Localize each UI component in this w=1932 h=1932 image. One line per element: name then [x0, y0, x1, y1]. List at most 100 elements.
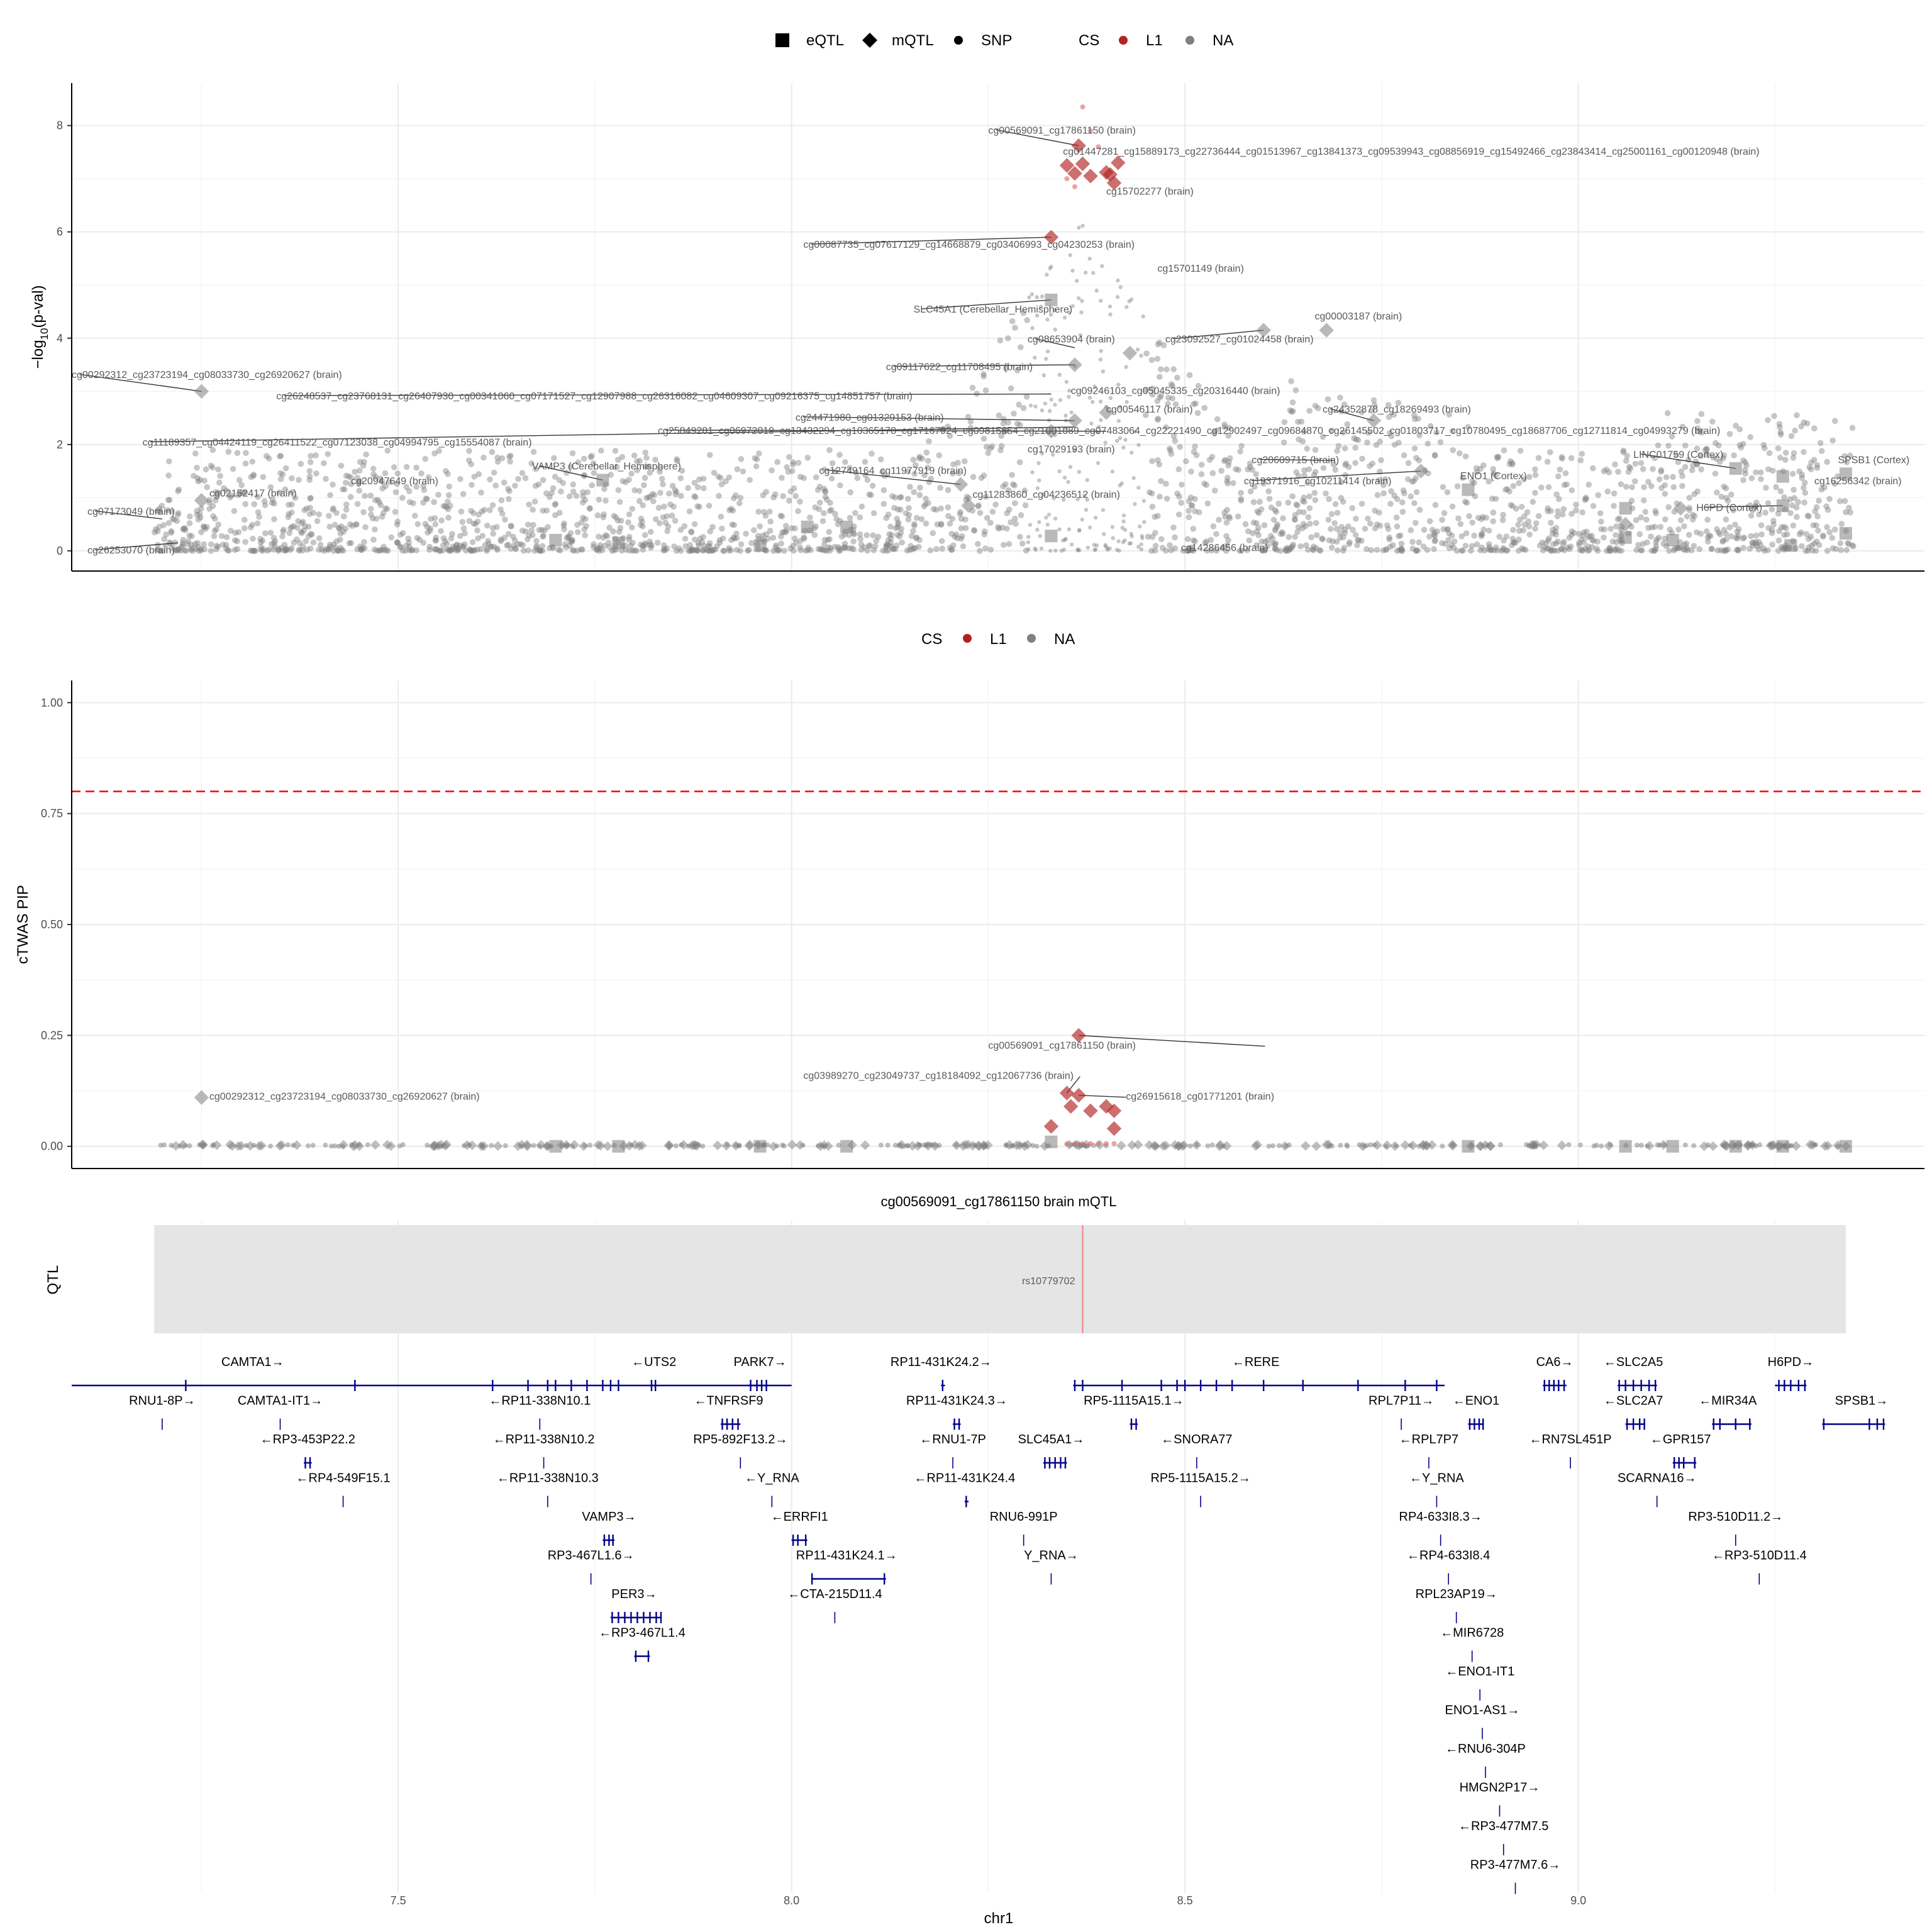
snp-point [765, 535, 771, 542]
snp-point [1463, 499, 1470, 506]
snp-point [1726, 524, 1733, 531]
snp-point [1156, 374, 1163, 380]
snp-point [536, 548, 543, 554]
snp-point [499, 511, 506, 517]
snp-point [1087, 257, 1092, 261]
snp-point [1796, 531, 1803, 538]
point-annotation-label: cg14286456 (brain) [1181, 543, 1269, 553]
snp-point [1341, 526, 1348, 533]
pip-baseline-point [236, 1141, 247, 1151]
snp-point [353, 521, 359, 528]
gene-track: ←Y_RNA [1409, 1472, 1464, 1507]
snp-point [1545, 537, 1552, 544]
snp-point [1110, 469, 1115, 474]
annotation-leader-line [1704, 505, 1783, 508]
snp-point [567, 530, 574, 536]
snp-point [1302, 523, 1309, 530]
snp-point [1846, 504, 1852, 511]
snp-point [1801, 499, 1807, 506]
pip-baseline-point [162, 1142, 167, 1148]
snp-point [982, 387, 989, 394]
snp-point [282, 547, 289, 553]
annotation-leader-line [1035, 338, 1075, 348]
snp-point [1353, 436, 1360, 443]
snp-point [280, 528, 286, 535]
pip-baseline-point [323, 1142, 328, 1148]
snp-point [863, 532, 870, 538]
snp-point [1724, 497, 1731, 504]
gene-label: PARK7→ [734, 1355, 787, 1369]
snp-point [977, 548, 983, 554]
snp-point [1448, 541, 1455, 548]
pip-point-square [612, 1140, 625, 1153]
snp-point [1283, 545, 1289, 552]
snp-point [691, 547, 698, 553]
qtl-point-diamond [1413, 464, 1429, 479]
snp-point [368, 511, 374, 518]
snp-point [1682, 464, 1689, 470]
snp-point [1340, 547, 1346, 554]
gene-track: ←RPL7P7 [1399, 1433, 1458, 1468]
pip-baseline-point [924, 1142, 930, 1148]
snp-point [615, 487, 622, 494]
snp-point [1108, 546, 1112, 551]
snp-point [883, 543, 889, 550]
pip-baseline-point [951, 1140, 962, 1150]
snp-point [978, 475, 985, 481]
point-annotation-label: cg07173049 (brain) [87, 506, 175, 517]
snp-point [406, 499, 413, 506]
snp-point [1057, 527, 1062, 531]
snp-point [1258, 538, 1265, 545]
pip-baseline-point [428, 1141, 438, 1152]
snp-point [1115, 295, 1120, 299]
snp-point [1260, 547, 1266, 554]
snp-point [1274, 521, 1280, 528]
point-annotation-label: cg01447281_cg15889173_cg22736444_cg01513… [1063, 147, 1759, 157]
snp-point [531, 548, 538, 554]
snp-point [1189, 502, 1196, 509]
snp-point [1068, 253, 1072, 257]
snp-point [1568, 511, 1575, 517]
snp-point [779, 529, 786, 536]
snp-point [1740, 545, 1747, 551]
snp-point [1833, 546, 1839, 552]
snp-point [922, 501, 928, 508]
point-annotation-label: cg19371916_cg10211414 (brain) [1244, 476, 1392, 487]
snp-point [213, 546, 219, 553]
snp-point [629, 506, 635, 512]
snp-point [1097, 425, 1101, 429]
snp-point [1454, 483, 1461, 490]
snp-point [1386, 536, 1393, 543]
snp-point [197, 477, 203, 483]
snp-point [675, 545, 682, 552]
pip-baseline-point [1270, 1143, 1276, 1148]
snp-point [543, 507, 550, 514]
snp-point [971, 527, 977, 533]
snp-point [263, 453, 270, 459]
snp-point [1757, 541, 1763, 548]
snp-point [1715, 529, 1722, 536]
snp-point [194, 540, 201, 547]
snp-point [1500, 545, 1507, 552]
snp-point [391, 464, 397, 470]
snp-point [1670, 484, 1677, 491]
snp-point [1471, 532, 1477, 539]
snp-point [1101, 508, 1106, 513]
snp-point [812, 504, 818, 511]
snp-point [1254, 508, 1261, 515]
pip-baseline-point [182, 1143, 188, 1148]
snp-point [1328, 427, 1335, 434]
gene-track: ←ERRFI1 [771, 1510, 828, 1546]
snp-point [838, 533, 845, 540]
snp-point [1831, 418, 1838, 425]
snp-point [425, 530, 431, 536]
snp-point [1168, 450, 1175, 457]
snp-point [409, 547, 415, 553]
snp-point [341, 486, 348, 492]
snp-point [1077, 528, 1082, 533]
snp-point [1286, 547, 1293, 553]
snp-point [1818, 448, 1825, 454]
snp-point [822, 488, 829, 495]
snp-point [333, 538, 340, 545]
pip-baseline-point [177, 1143, 183, 1149]
